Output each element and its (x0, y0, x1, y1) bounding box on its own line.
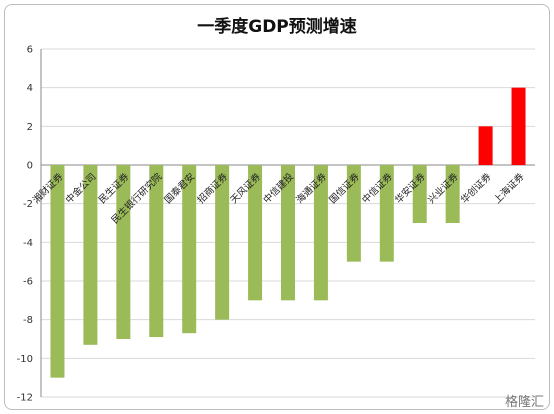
x-tick-label: 华创证券 (458, 170, 494, 206)
bar (50, 165, 65, 378)
bar (379, 165, 394, 262)
bar (313, 165, 328, 301)
y-tick-label: -2 (23, 199, 33, 210)
y-tick-label: -10 (17, 354, 33, 365)
bar (116, 165, 131, 339)
bars (50, 87, 526, 378)
y-tick-label: -6 (23, 277, 33, 288)
y-tick-label: 2 (27, 122, 33, 133)
y-tick-label: 4 (27, 83, 33, 94)
bar (346, 165, 361, 262)
bar (412, 165, 427, 223)
y-axis: -12 -10 -8 -6 -4 -2 0 2 4 6 (17, 45, 42, 404)
bar (478, 126, 493, 165)
y-tick-label: 6 (27, 45, 33, 56)
bar (248, 165, 263, 301)
y-tick-label: -4 (23, 238, 33, 249)
bar (83, 165, 98, 345)
y-tick-label: 0 (27, 161, 33, 172)
bar (445, 165, 460, 223)
bar (149, 165, 164, 338)
chart-title: 一季度GDP预测增速 (197, 17, 357, 37)
x-tick-label: 上海证券 (491, 170, 527, 206)
watermark-text: 格隆汇 (504, 395, 544, 410)
y-tick-label: -12 (17, 393, 33, 404)
bar (281, 165, 295, 301)
bar (511, 87, 526, 165)
bar (182, 165, 197, 334)
y-tick-label: -8 (23, 315, 33, 326)
bar (215, 165, 230, 320)
